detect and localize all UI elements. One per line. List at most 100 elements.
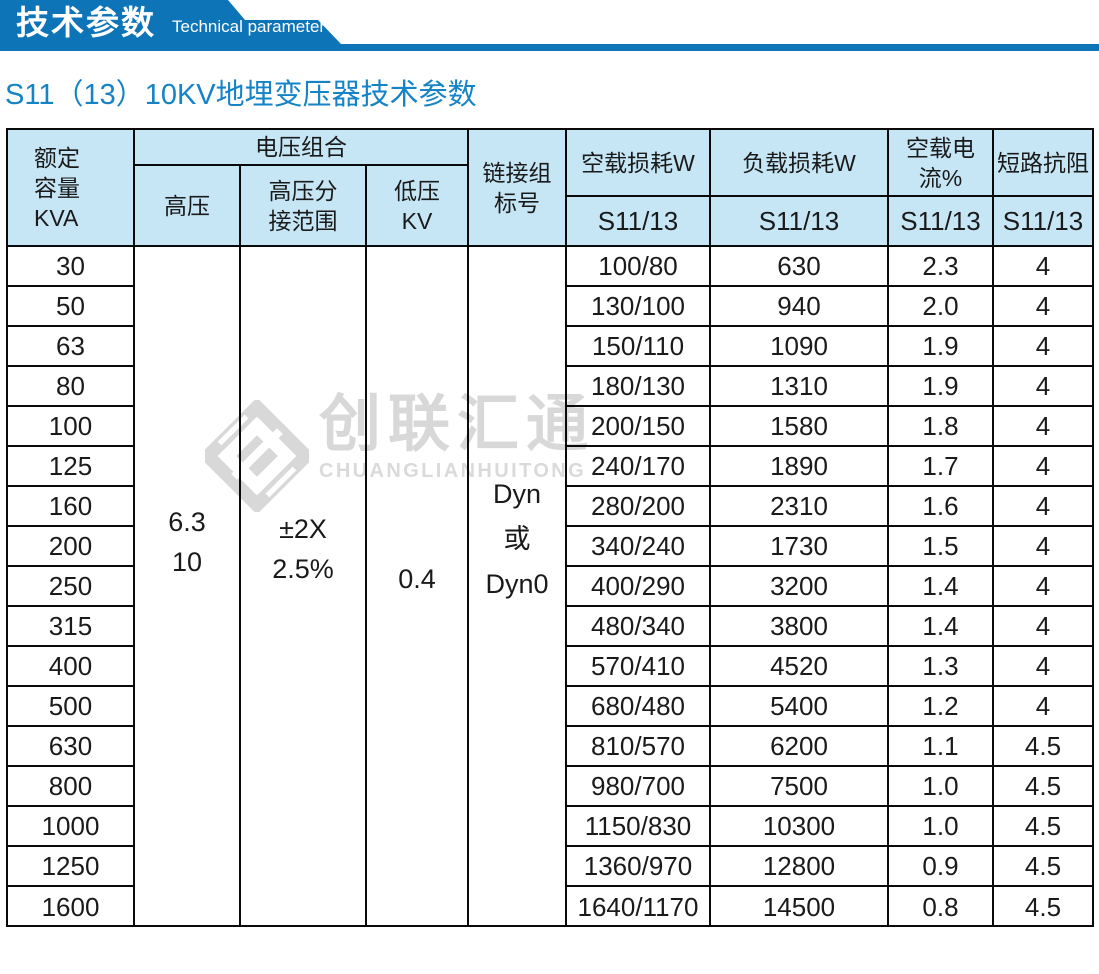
cell-kva-9: 315 [8,607,133,647]
cell-load_loss-14: 10300 [711,807,887,847]
cell-impedance-15: 4.5 [994,847,1092,887]
header-hv: 高压 [135,166,239,247]
cell-no_load_current-0: 2.3 [889,247,992,287]
header-hv-tap: 高压分 接范围 [241,166,365,247]
cell-no_load_loss-16: 1640/1170 [577,891,699,922]
header-vector-group: 链接组 标号 [469,130,565,247]
subheader-load-loss: S11/13 [711,197,887,247]
cell-no_load_current-6: 1.6 [889,487,992,527]
cell-impedance-8: 4 [994,567,1092,607]
column-impedance: 短路抗阻 S11/13 4 4 4 4 4 4 4 4 4 4 4 4 4.5 4.5 4.5 4.5 4.5 [992,130,1092,925]
cell-load_loss-1: 940 [711,287,887,327]
cell-load_loss-6: 2310 [711,487,887,527]
cell-no_load_loss-13: 980/700 [567,767,709,807]
column-hv-tap: 高压分 接范围 ±2X 2.5% [239,166,365,925]
cell-load_loss-10: 4520 [711,647,887,687]
cell-kva-8: 250 [8,567,133,607]
banner-title-zh: 技术参数 [16,4,156,41]
column-lv: 低压 KV 0.4 [365,166,467,925]
impedance-cells: 4 4 4 4 4 4 4 4 4 4 4 4 4.5 4.5 4.5 4.5 4.5 [994,247,1092,927]
cell-kva-5: 125 [8,447,133,487]
header-load-loss: 负载损耗W [711,130,887,197]
subheader-impedance: S11/13 [994,197,1092,247]
cell-load_loss-0: 630 [711,247,887,287]
cell-impedance-6: 4 [994,487,1092,527]
cell-no_load_current-4: 1.8 [889,407,992,447]
cell-kva-14: 1000 [8,807,133,847]
cell-no_load_current-14: 1.0 [889,807,992,847]
cell-no_load_loss-7: 340/240 [567,527,709,567]
cell-no_load_current-1: 2.0 [889,287,992,327]
cell-load_loss-7: 1730 [711,527,887,567]
cell-no_load_current-12: 1.1 [889,727,992,767]
subheader-no-load-loss: S11/13 [567,197,709,247]
cell-impedance-2: 4 [994,327,1092,367]
cell-impedance-16: 4.5 [1024,891,1062,922]
cell-load_loss-16: 14500 [762,891,836,922]
cell-no_load_current-13: 1.0 [889,767,992,807]
cell-no_load_loss-8: 400/290 [567,567,709,607]
cell-kva-7: 200 [8,527,133,567]
cell-load_loss-8: 3200 [711,567,887,607]
cell-load_loss-3: 1310 [711,367,887,407]
cell-no_load_current-10: 1.3 [889,647,992,687]
cell-no_load_loss-4: 200/150 [567,407,709,447]
cell-kva-1: 50 [8,287,133,327]
cell-kva-0: 30 [8,247,133,287]
cell-kva-4: 100 [8,407,133,447]
cell-no_load_loss-0: 100/80 [567,247,709,287]
load-loss-cells: 630 940 1090 1310 1580 1890 2310 1730 3200 3800 45… [711,247,887,927]
column-group-voltage: 电压组合 高压 6.3 10 高压分 接范围 ±2X 2.5% 低压 KV 0.… [133,130,467,925]
cell-impedance-0: 4 [994,247,1092,287]
merged-cell-vector: Dyn 或 Dyn0 [485,478,549,599]
cell-no_load_loss-10: 570/410 [567,647,709,687]
cell-impedance-5: 4 [994,447,1092,487]
cell-load_loss-9: 3800 [711,607,887,647]
merged-cell-lv: 0.4 [398,564,436,594]
cell-impedance-9: 4 [994,607,1092,647]
cell-no_load_loss-2: 150/110 [567,327,709,367]
banner-title-en: Technical parameter [172,17,326,36]
header-lv: 低压 KV [367,166,467,247]
cell-impedance-3: 4 [994,367,1092,407]
cell-no_load_loss-5: 240/170 [567,447,709,487]
cell-no_load_current-16: 0.8 [922,891,959,922]
cell-impedance-1: 4 [994,287,1092,327]
cell-no_load_loss-9: 480/340 [567,607,709,647]
cell-load_loss-4: 1580 [711,407,887,447]
header-impedance: 短路抗阻 [994,130,1092,197]
header-no-load-loss: 空载损耗W [567,130,709,197]
cell-load_loss-15: 12800 [711,847,887,887]
cell-impedance-7: 4 [994,527,1092,567]
cell-kva-10: 400 [8,647,133,687]
cell-load_loss-11: 5400 [711,687,887,727]
cell-impedance-11: 4 [994,687,1092,727]
header-rated-capacity: 额定 容量 KVA [8,130,133,247]
cell-load_loss-12: 6200 [711,727,887,767]
section-banner [0,0,1099,51]
cell-kva-11: 500 [8,687,133,727]
cell-kva-12: 630 [8,727,133,767]
column-load-loss: 负载损耗W S11/13 630 940 1090 1310 1580 1890 2310 1… [709,130,887,925]
cell-no_load_current-8: 1.4 [889,567,992,607]
cell-no_load_current-15: 0.9 [889,847,992,887]
cell-no_load_loss-12: 810/570 [567,727,709,767]
cell-no_load_current-11: 1.2 [889,687,992,727]
cell-kva-13: 800 [8,767,133,807]
cell-kva-6: 160 [8,487,133,527]
cell-kva-3: 80 [8,367,133,407]
cell-no_load_current-9: 1.4 [889,607,992,647]
no-load-current-cells: 2.3 2.0 1.9 1.9 1.8 1.7 1.6 1.5 1.4 1.4 1.3 1.2 1.1 1… [889,247,992,927]
column-vector-group: 链接组 标号 Dyn 或 Dyn0 [467,130,565,925]
technical-parameters-table: 额定 容量 KVA 30 50 63 80 100 125 160 200 250 315 400 5… [6,128,1094,927]
page-title: S11（13）10KV地埋变压器技术参数 [5,79,477,111]
cell-no_load_current-3: 1.9 [889,367,992,407]
column-no-load-current: 空载电流% S11/13 2.3 2.0 1.9 1.9 1.8 1.7 1.6 1.5 1.4… [887,130,992,925]
cell-no_load_loss-11: 680/480 [567,687,709,727]
cell-no_load_current-5: 1.7 [889,447,992,487]
column-hv: 高压 6.3 10 [135,166,239,925]
cell-no_load_current-2: 1.9 [889,327,992,367]
merged-cell-hv: 6.3 10 [168,507,206,577]
cell-no_load_loss-14: 1150/830 [567,807,709,847]
merged-cell-hv-tap: ±2X 2.5% [272,514,334,584]
